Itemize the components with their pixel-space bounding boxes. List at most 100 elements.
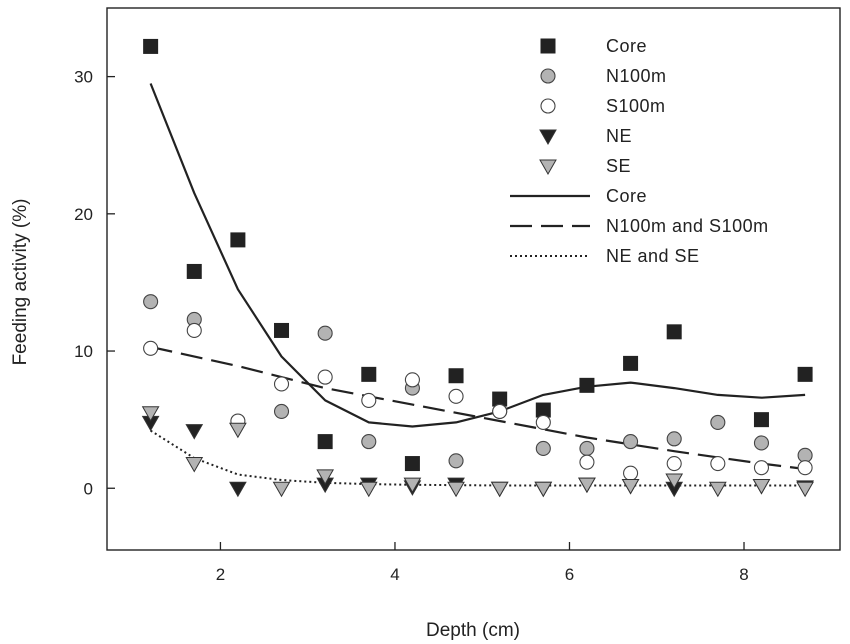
legend-label: SE [606, 156, 631, 176]
data-point-core [404, 456, 420, 472]
data-points [141, 38, 814, 498]
data-point-s100m [492, 403, 508, 419]
data-point-core [317, 434, 333, 450]
data-point-n100m [710, 414, 726, 430]
legend-item-ne: NE [539, 126, 632, 146]
data-point-se [229, 422, 247, 439]
fit-lines [149, 83, 806, 487]
series-line-n100m-and-s100m [150, 345, 806, 471]
x-tick-label: 8 [739, 565, 748, 584]
legend-marker [540, 68, 556, 84]
data-point-se [272, 481, 291, 498]
data-point-s100m [623, 465, 639, 481]
legend-marker [540, 38, 556, 54]
legend-item-n100m-and-s100m: N100m and S100m [510, 216, 769, 236]
data-point-se [578, 477, 596, 494]
legend-item-ne-and-se: NE and SE [510, 246, 700, 266]
data-point-n100m [361, 434, 377, 450]
data-point-ne [185, 424, 204, 440]
y-tick-label: 30 [74, 68, 93, 87]
data-point-s100m [797, 460, 813, 476]
data-point-n100m [535, 440, 551, 457]
data-point-core [797, 366, 813, 382]
legend-marker [540, 98, 556, 114]
data-point-s100m [317, 369, 333, 385]
data-point-core [579, 377, 595, 393]
legend-item-n100m: N100m [540, 66, 667, 86]
data-point-se [185, 457, 204, 473]
legend-item-core: Core [540, 36, 647, 56]
series-se [141, 406, 814, 498]
legend-item-se: SE [539, 156, 631, 176]
data-point-s100m [710, 456, 726, 472]
data-point-se [621, 479, 640, 495]
data-point-s100m [404, 372, 420, 388]
legend-item-s100m: S100m [540, 96, 666, 116]
legend-marker [539, 159, 557, 176]
y-axis: 0 10 20 30 [74, 68, 115, 498]
data-point-se [708, 481, 727, 498]
data-point-s100m [666, 456, 682, 472]
data-point-s100m [753, 460, 770, 476]
legend-label: N100m [606, 66, 667, 86]
data-point-se [490, 481, 509, 498]
data-point-core [143, 38, 159, 54]
x-axis: 2 4 6 8 [216, 542, 749, 584]
plot-frame [106, 7, 841, 551]
data-point-s100m [535, 414, 551, 430]
data-point-se [403, 477, 422, 494]
data-point-se [359, 481, 378, 498]
legend-label: Core [606, 186, 647, 206]
data-point-core [623, 355, 639, 371]
y-axis-label: Feeding activity (%) [10, 199, 31, 366]
data-point-s100m [448, 388, 464, 404]
data-point-core [753, 412, 769, 428]
data-point-n100m [623, 434, 639, 450]
data-point-se [447, 481, 465, 498]
data-point-n100m [448, 453, 464, 469]
data-point-se [796, 481, 814, 498]
data-point-se [141, 406, 160, 422]
legend-marker [539, 129, 557, 146]
data-point-s100m [579, 454, 595, 470]
x-tick-label: 6 [565, 565, 574, 584]
data-point-core [274, 322, 290, 338]
data-point-n100m [317, 325, 333, 341]
data-point-core [666, 324, 682, 340]
legend-label: NE and SE [606, 246, 700, 266]
series-s100m [143, 322, 813, 481]
data-point-s100m [273, 376, 290, 392]
legend-label: S100m [606, 96, 666, 116]
data-point-n100m [666, 431, 682, 447]
data-point-core [361, 366, 377, 382]
y-tick-label: 0 [84, 479, 93, 498]
legend: Core N100m S100m NE SE Core N100m and S100m NE … [510, 36, 769, 266]
legend-label: NE [606, 126, 632, 146]
data-point-s100m [143, 340, 159, 356]
series-line-ne-and-se [150, 429, 806, 487]
data-point-s100m [361, 392, 377, 408]
data-point-se [665, 473, 684, 490]
data-point-se [316, 469, 335, 485]
data-point-core [448, 368, 464, 384]
x-tick-label: 4 [390, 565, 399, 584]
legend-label: N100m and S100m [606, 216, 769, 236]
series-n100m [143, 294, 813, 469]
data-point-se [752, 479, 771, 495]
data-point-core [230, 232, 246, 248]
data-point-ne [229, 481, 247, 498]
data-point-core [186, 263, 202, 279]
y-tick-label: 20 [74, 205, 93, 224]
series-core [143, 38, 813, 472]
y-tick-label: 10 [74, 342, 93, 361]
x-axis-label: Depth (cm) [426, 620, 520, 641]
data-point-se [534, 481, 553, 498]
data-point-n100m [273, 403, 290, 419]
legend-label: Core [606, 36, 647, 56]
data-point-s100m [186, 322, 202, 339]
x-tick-label: 2 [216, 565, 225, 584]
data-point-n100m [143, 294, 159, 310]
data-point-n100m [753, 435, 770, 451]
series-line-core [149, 83, 806, 428]
